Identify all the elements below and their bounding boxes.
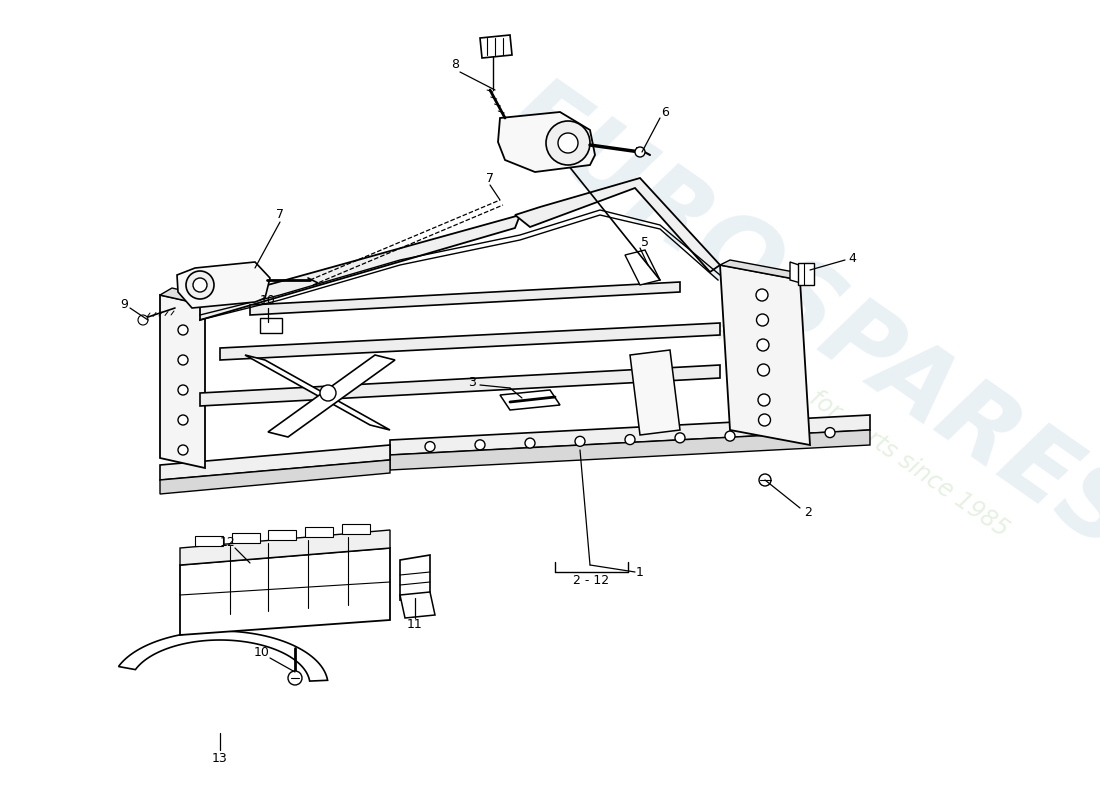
Circle shape — [475, 440, 485, 450]
Circle shape — [525, 438, 535, 448]
Circle shape — [178, 385, 188, 395]
Polygon shape — [400, 592, 434, 618]
Text: 2: 2 — [804, 506, 812, 518]
Text: 1: 1 — [636, 566, 644, 578]
Circle shape — [178, 325, 188, 335]
Circle shape — [178, 445, 188, 455]
Circle shape — [675, 433, 685, 443]
Polygon shape — [200, 365, 720, 406]
Circle shape — [138, 315, 148, 325]
Text: 9: 9 — [120, 298, 128, 311]
Circle shape — [186, 271, 214, 299]
Polygon shape — [160, 460, 390, 494]
Circle shape — [757, 339, 769, 351]
Circle shape — [635, 147, 645, 157]
Text: 5: 5 — [641, 235, 649, 249]
Polygon shape — [250, 282, 680, 315]
Circle shape — [759, 474, 771, 486]
Text: 10: 10 — [260, 294, 276, 306]
Polygon shape — [500, 390, 560, 410]
Circle shape — [288, 671, 302, 685]
Text: 4: 4 — [848, 251, 856, 265]
Circle shape — [546, 121, 590, 165]
Circle shape — [776, 430, 785, 439]
Circle shape — [758, 364, 770, 376]
Polygon shape — [390, 415, 870, 455]
Circle shape — [320, 385, 336, 401]
Circle shape — [756, 289, 768, 301]
Text: 7: 7 — [276, 209, 284, 222]
Circle shape — [558, 133, 578, 153]
Circle shape — [425, 442, 435, 451]
Polygon shape — [498, 112, 595, 172]
Circle shape — [178, 415, 188, 425]
Polygon shape — [180, 530, 390, 565]
Text: 6: 6 — [661, 106, 669, 119]
Polygon shape — [200, 215, 520, 320]
Text: 2 - 12: 2 - 12 — [573, 574, 609, 586]
Polygon shape — [160, 295, 205, 468]
Text: 13: 13 — [212, 751, 228, 765]
Circle shape — [758, 394, 770, 406]
Polygon shape — [720, 260, 810, 280]
Circle shape — [757, 314, 769, 326]
Text: 10: 10 — [254, 646, 270, 658]
Polygon shape — [180, 548, 390, 635]
Polygon shape — [720, 265, 810, 445]
Text: EUROSPARES: EUROSPARES — [488, 67, 1100, 573]
Polygon shape — [268, 355, 395, 437]
Text: 11: 11 — [407, 618, 422, 631]
Text: a passion for parts since 1985: a passion for parts since 1985 — [707, 318, 1013, 542]
Circle shape — [575, 436, 585, 446]
Polygon shape — [390, 430, 870, 470]
Polygon shape — [790, 262, 808, 285]
Circle shape — [725, 431, 735, 441]
Bar — [260, 318, 282, 333]
Circle shape — [192, 278, 207, 292]
Polygon shape — [515, 178, 720, 272]
Circle shape — [625, 434, 635, 445]
Polygon shape — [625, 250, 660, 285]
Polygon shape — [630, 350, 680, 435]
Text: 8: 8 — [451, 58, 459, 71]
Circle shape — [825, 427, 835, 438]
Text: 3: 3 — [469, 377, 476, 390]
Bar — [268, 530, 296, 540]
Polygon shape — [480, 35, 512, 58]
Bar — [342, 524, 370, 534]
Polygon shape — [160, 445, 390, 480]
Text: 12: 12 — [220, 535, 235, 549]
Bar — [798, 263, 814, 285]
Circle shape — [759, 414, 770, 426]
Polygon shape — [400, 555, 430, 600]
Polygon shape — [119, 631, 328, 681]
Bar — [305, 527, 333, 537]
Bar — [232, 533, 260, 543]
Polygon shape — [245, 355, 390, 430]
Polygon shape — [160, 288, 215, 305]
Polygon shape — [177, 262, 270, 308]
Circle shape — [178, 355, 188, 365]
Bar — [195, 536, 223, 546]
Polygon shape — [220, 323, 720, 360]
Text: 7: 7 — [486, 171, 494, 185]
